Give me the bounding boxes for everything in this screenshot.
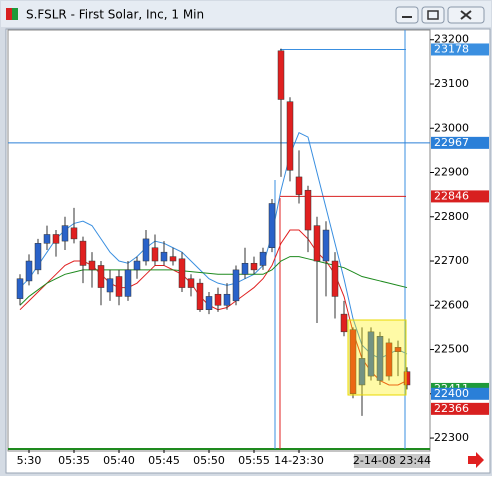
- candle-body: [133, 260, 141, 271]
- x-tick-label: 5:30: [17, 454, 42, 467]
- y-tick-label: 22300: [434, 431, 469, 444]
- window-title: S.FSLR - First Solar, Inc, 1 Min: [26, 8, 204, 22]
- x-tick-label: 14-23:30: [274, 454, 324, 467]
- y-tick-label: 22500: [434, 343, 469, 356]
- candle-body: [322, 229, 330, 262]
- x-tick-label: 05:40: [103, 454, 135, 467]
- price-marker-box: [431, 190, 489, 203]
- candle-body: [124, 269, 132, 297]
- candle-body: [367, 331, 375, 377]
- candle-body: [340, 313, 348, 333]
- candle-body: [115, 276, 123, 297]
- candle-body: [151, 247, 159, 262]
- x-tick-label: 05:50: [193, 454, 225, 467]
- candle-body: [358, 358, 366, 386]
- app-icon: [6, 8, 12, 20]
- candle-body: [232, 269, 240, 302]
- price-marker-label: 22400: [434, 387, 469, 400]
- price-marker-label: 22846: [434, 189, 469, 202]
- candle-body: [286, 101, 294, 171]
- candle-body: [43, 234, 51, 244]
- price-marker-box: [431, 387, 489, 400]
- candle-body: [187, 278, 195, 288]
- minimize-button[interactable]: [395, 6, 419, 24]
- y-tick-label: 23200: [434, 33, 469, 46]
- candle-body: [25, 260, 33, 282]
- price-marker-label: 22366: [434, 402, 469, 415]
- y-tick-label: 22900: [434, 166, 469, 179]
- candle-body: [196, 282, 204, 310]
- candle-body: [304, 189, 312, 231]
- x-tick-label: 05:55: [238, 454, 270, 467]
- candle-body: [223, 293, 231, 306]
- maximize-button[interactable]: [421, 6, 445, 24]
- scroll-arrow[interactable]: [468, 452, 484, 468]
- candle-body: [160, 251, 168, 262]
- moving-average: [19, 256, 408, 306]
- candle-body: [385, 342, 393, 377]
- candle-body: [178, 258, 186, 288]
- candle-body: [250, 262, 258, 271]
- candle-body: [376, 336, 384, 381]
- candle-body: [97, 265, 105, 288]
- price-marker-box: [431, 136, 489, 149]
- y-tick-label: 23000: [434, 121, 469, 134]
- moving-average: [19, 131, 408, 359]
- candle-body: [142, 238, 150, 262]
- candle-body: [331, 260, 339, 297]
- candle-body: [16, 278, 24, 299]
- candle-body: [394, 347, 402, 352]
- candle-body: [169, 256, 177, 262]
- candle-body: [34, 243, 42, 271]
- y-tick-label: 22800: [434, 210, 469, 223]
- y-tick-label: 22700: [434, 254, 469, 267]
- cursor-time: 2-14-08 23:44: [353, 454, 431, 467]
- candle-body: [259, 251, 267, 266]
- price-marker-label: 22967: [434, 136, 469, 149]
- price-marker-box: [431, 402, 489, 415]
- close-icon: [460, 10, 472, 20]
- candle-body: [52, 234, 60, 244]
- candle-body: [313, 225, 321, 262]
- candle-body: [295, 176, 303, 195]
- highlight-box[interactable]: [347, 319, 407, 396]
- y-tick-label: 22600: [434, 298, 469, 311]
- candle-body: [106, 278, 114, 293]
- candle-body: [277, 50, 285, 100]
- candle-body: [403, 371, 411, 386]
- candle-body: [79, 240, 87, 266]
- candle-body: [70, 227, 78, 240]
- candle-body: [88, 260, 96, 271]
- candle-body: [268, 203, 276, 248]
- price-marker-box: [431, 43, 489, 56]
- y-tick-label: 23100: [434, 77, 469, 90]
- cursor-time-box: [354, 454, 430, 468]
- candle-body: [241, 262, 249, 275]
- x-tick-label: 05:45: [148, 454, 180, 467]
- candle-body: [61, 225, 69, 242]
- x-tick-label: 05:35: [58, 454, 90, 467]
- maximize-icon: [427, 10, 439, 20]
- price-marker-label: 23178: [434, 42, 469, 55]
- candle-body: [349, 329, 357, 395]
- candle-body: [214, 293, 222, 306]
- app-icon: [12, 8, 18, 20]
- candle-body: [205, 296, 213, 310]
